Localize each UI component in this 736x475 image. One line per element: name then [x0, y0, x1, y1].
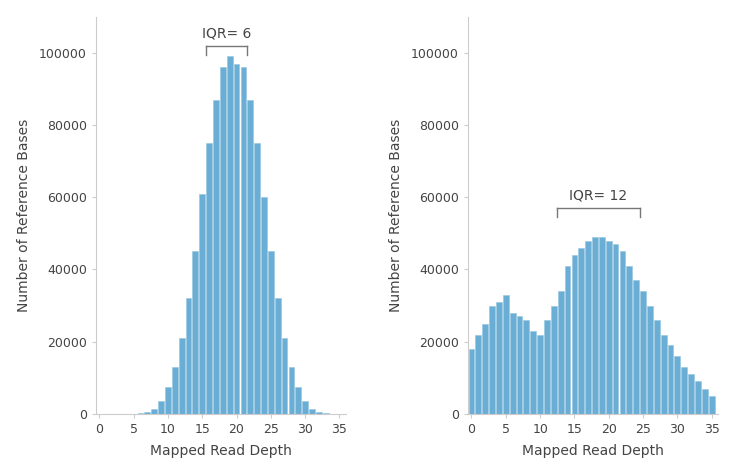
Bar [233, 64, 239, 414]
Bar [640, 291, 646, 414]
Bar [551, 305, 556, 414]
Bar [295, 387, 301, 414]
Bar [241, 67, 247, 414]
Bar [165, 387, 171, 414]
Text: IQR= 12: IQR= 12 [570, 189, 628, 203]
Bar [544, 320, 550, 414]
Bar [654, 320, 659, 414]
Bar [606, 241, 612, 414]
Bar [213, 100, 219, 414]
Bar [323, 413, 329, 414]
Bar [626, 266, 632, 414]
Bar [144, 412, 150, 414]
Bar [247, 100, 253, 414]
Bar [179, 338, 185, 414]
Bar [647, 305, 653, 414]
Bar [503, 295, 509, 414]
Bar [709, 396, 715, 414]
Bar [531, 331, 536, 414]
Bar [172, 367, 177, 414]
Bar [227, 57, 233, 414]
Bar [688, 374, 694, 414]
Bar [510, 313, 516, 414]
Bar [206, 143, 212, 414]
Bar [517, 316, 523, 414]
Bar [702, 389, 708, 414]
Bar [496, 302, 502, 414]
Bar [592, 237, 598, 414]
Bar [661, 334, 667, 414]
Bar [633, 280, 639, 414]
Bar [599, 237, 605, 414]
Bar [261, 197, 267, 414]
Bar [138, 413, 144, 414]
Bar [309, 408, 315, 414]
Bar [268, 251, 274, 414]
Bar [523, 320, 529, 414]
Y-axis label: Number of Reference Bases: Number of Reference Bases [17, 119, 31, 312]
Bar [475, 334, 481, 414]
Bar [199, 194, 205, 414]
Bar [469, 349, 475, 414]
Text: IQR= 6: IQR= 6 [202, 26, 251, 40]
Bar [275, 298, 280, 414]
Bar [289, 367, 294, 414]
Bar [578, 248, 584, 414]
X-axis label: Mapped Read Depth: Mapped Read Depth [150, 444, 292, 458]
Bar [612, 244, 618, 414]
Bar [185, 298, 191, 414]
Bar [302, 401, 308, 414]
Bar [682, 367, 687, 414]
Bar [220, 67, 226, 414]
Bar [695, 381, 701, 414]
Bar [558, 291, 564, 414]
Bar [674, 356, 680, 414]
X-axis label: Mapped Read Depth: Mapped Read Depth [523, 444, 664, 458]
Y-axis label: Number of Reference Bases: Number of Reference Bases [389, 119, 403, 312]
Bar [282, 338, 288, 414]
Bar [571, 255, 577, 414]
Bar [158, 401, 164, 414]
Bar [254, 143, 260, 414]
Bar [585, 241, 591, 414]
Bar [193, 251, 198, 414]
Bar [620, 251, 626, 414]
Bar [152, 408, 158, 414]
Bar [668, 345, 673, 414]
Bar [489, 305, 495, 414]
Bar [316, 412, 322, 414]
Bar [482, 323, 488, 414]
Bar [537, 334, 543, 414]
Bar [565, 266, 570, 414]
